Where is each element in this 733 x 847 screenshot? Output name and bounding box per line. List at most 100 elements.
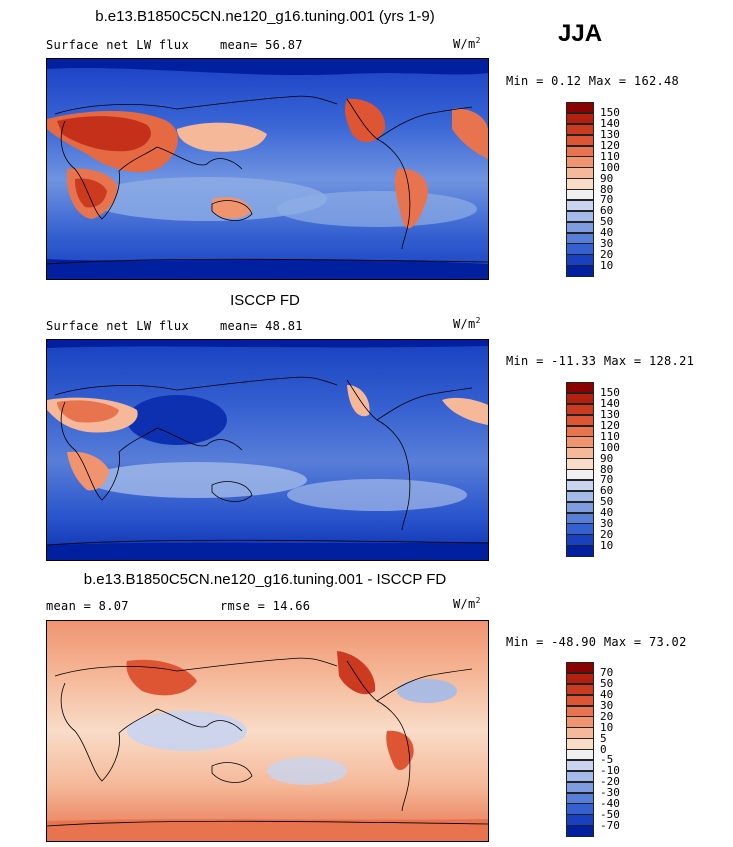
colorbar-cell: [566, 523, 594, 535]
colorbar-cell: [566, 770, 594, 783]
colorbar-cell: [566, 221, 594, 233]
colorbar-tick-label: 70: [600, 193, 614, 207]
colorbar-tick-label: -10: [600, 764, 620, 778]
colorbar-tick-label: 90: [600, 451, 614, 465]
colorbar-cell: [566, 178, 594, 190]
colorbar-tick-label: 150: [600, 386, 620, 400]
panel-1-units: W/m2: [453, 36, 481, 51]
colorbar-tick-label: 80: [600, 182, 614, 196]
colorbar-tick-label: 50: [600, 215, 614, 229]
colorbar-tick-label: -70: [600, 818, 620, 832]
colorbar-cell: [566, 479, 594, 492]
colorbar-tick-label: 130: [600, 408, 620, 422]
colorbar-cell: [566, 781, 594, 793]
colorbar-tick-label: 20: [600, 709, 614, 723]
season-label: JJA: [558, 20, 603, 47]
panel-1-var-label: Surface net LW flux: [46, 38, 189, 52]
colorbar-tick-label: 20: [600, 247, 614, 261]
colorbar-tick-label: 140: [600, 117, 620, 131]
panel-3-minmax: Min = -48.90 Max = 73.02: [506, 635, 687, 649]
panel-1-colorbar: 150 140 130 120 110 100 90 80 70 60 50 40 30 20 10: [566, 102, 646, 277]
colorbar-tick-label: 40: [600, 226, 614, 239]
colorbar-tick-label: 110: [600, 429, 620, 443]
colorbar-cell: [566, 403, 594, 416]
colorbar-tick-label: 70: [600, 666, 614, 680]
colorbar-cell: [566, 501, 594, 513]
colorbar-tick-label: 80: [600, 462, 614, 476]
colorbar-tick-label: 100: [600, 160, 620, 174]
colorbar-cell: [566, 534, 594, 546]
panel-3-map-svg: [47, 621, 488, 841]
colorbar-cell: [566, 759, 594, 772]
colorbar-cell: [566, 447, 594, 459]
panel-2-var-label: Surface net LW flux: [46, 319, 189, 333]
colorbar-tick-label: 70: [600, 473, 614, 487]
colorbar-cell: [566, 189, 594, 201]
colorbar-cell: [566, 469, 594, 481]
colorbar-cell: [566, 458, 594, 470]
colorbar-cell: [566, 727, 594, 739]
panel-2-title: ISCCP FD: [230, 292, 300, 309]
colorbar-tick-label: 5: [600, 731, 607, 745]
colorbar-cell: [566, 436, 594, 448]
colorbar-cell: [566, 102, 594, 114]
colorbar-tick-label: 40: [600, 688, 614, 702]
colorbar-cell: [566, 414, 594, 426]
colorbar-tick-label: 110: [600, 149, 620, 163]
colorbar-cell: [566, 683, 594, 696]
colorbar-tick-label: 50: [600, 677, 614, 691]
colorbar-cell: [566, 167, 594, 179]
colorbar-cell: [566, 814, 594, 826]
colorbar-tick-label: -40: [600, 796, 620, 810]
panel-2-map: [46, 339, 489, 561]
colorbar-tick-label: 10: [600, 258, 614, 272]
colorbar-tick-label: -20: [600, 775, 620, 789]
panel-1-map-svg: [47, 59, 488, 279]
colorbar-cell: [566, 254, 594, 266]
colorbar-cell: [566, 123, 594, 136]
colorbar-cell: [566, 392, 594, 405]
colorbar-cell: [566, 112, 594, 125]
panel-2-units: W/m2: [453, 316, 481, 331]
colorbar-tick-label: 50: [600, 495, 614, 509]
colorbar-cell: [566, 792, 594, 804]
panel-2-colorbar: 150 140 130 120 110 100 90 80 70 60 50 40 30 20 10: [566, 382, 646, 557]
colorbar-cell: [566, 425, 594, 437]
colorbar-cell: [566, 382, 594, 394]
main-title: b.e13.B1850C5CN.ne120_g16.tuning.001 (yr…: [95, 8, 435, 25]
colorbar-cell: [566, 243, 594, 255]
colorbar-cell: [566, 825, 594, 837]
colorbar-tick-label: 120: [600, 419, 620, 432]
colorbar-tick-label: 130: [600, 128, 620, 142]
colorbar-tick-label: -50: [600, 807, 620, 821]
panel-2-map-svg: [47, 340, 488, 560]
colorbar-tick-label: 0: [600, 742, 607, 756]
colorbar-tick-label: 40: [600, 506, 614, 519]
panel-3-units: W/m2: [453, 596, 481, 611]
colorbar-cell: [566, 134, 594, 146]
colorbar-tick-label: 10: [600, 720, 614, 734]
panel-3-colorbar: 70 50 40 30 20 10 5 0 -5 -10 -20 -30 -40 -50 -70: [566, 662, 646, 837]
colorbar-cell: [566, 749, 594, 761]
colorbar-cell: [566, 490, 594, 503]
colorbar-tick-label: 140: [600, 397, 620, 411]
panel-2-mean: mean= 48.81: [220, 319, 303, 333]
panel-1-minmax: Min = 0.12 Max = 162.48: [506, 74, 680, 88]
panel-3-rmse: rmse = 14.66: [220, 599, 311, 613]
colorbar-tick-label: 30: [600, 236, 614, 250]
colorbar-cell: [566, 145, 594, 157]
colorbar-tick-label: 100: [600, 440, 620, 454]
colorbar-cell: [566, 716, 594, 728]
panel-3-map: [46, 620, 489, 842]
panel-1-map: [46, 58, 489, 280]
colorbar-tick-label: 60: [600, 204, 614, 218]
colorbar-tick-label: 120: [600, 139, 620, 152]
colorbar-cell: [566, 705, 594, 717]
colorbar-tick-label: 60: [600, 484, 614, 498]
panel-3-mean: mean = 8.07: [46, 599, 129, 613]
colorbar-cell: [566, 265, 594, 277]
colorbar-tick-label: 30: [600, 699, 614, 712]
colorbar-cell: [566, 512, 594, 524]
colorbar-cell: [566, 803, 594, 815]
colorbar-tick-label: 20: [600, 527, 614, 541]
